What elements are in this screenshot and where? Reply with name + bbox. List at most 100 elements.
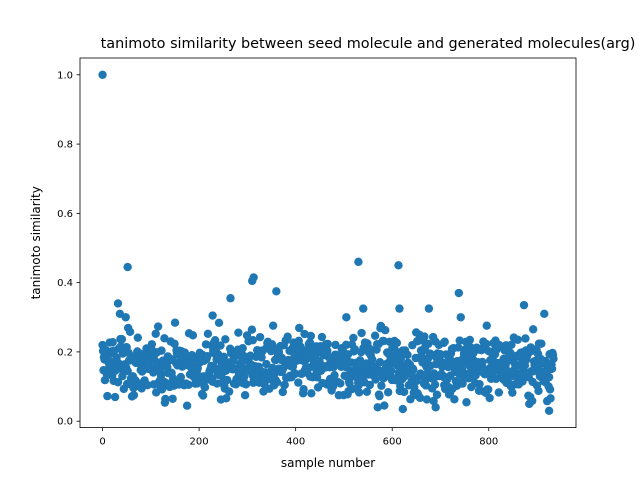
data-point — [528, 325, 538, 334]
data-point — [123, 262, 132, 272]
data-point — [280, 380, 289, 390]
data-point — [432, 390, 442, 399]
data-point — [123, 366, 132, 376]
data-point — [421, 381, 431, 390]
data-point — [399, 387, 409, 397]
chart-title: tanimoto similarity between seed molecul… — [101, 36, 636, 52]
data-point — [546, 394, 555, 403]
data-point — [247, 325, 257, 334]
data-point — [375, 391, 384, 401]
data-point — [129, 390, 139, 400]
data-point — [380, 401, 389, 410]
data-point — [294, 378, 303, 387]
data-point — [359, 304, 368, 313]
x-tick-label: 0 — [99, 437, 105, 448]
data-point — [336, 379, 345, 388]
y-axis-ticks: 0.0 0.2 0.4 0.6 0.8 1.0 — [57, 70, 80, 428]
data-point — [519, 300, 529, 310]
data-point — [537, 339, 546, 348]
data-point — [475, 379, 484, 389]
data-point — [494, 388, 504, 397]
data-point — [103, 391, 112, 401]
data-point — [377, 381, 386, 390]
data-point — [415, 393, 425, 403]
data-point — [170, 339, 179, 349]
data-point — [323, 339, 332, 349]
data-point — [412, 376, 421, 386]
y-tick-label: 0.8 — [57, 140, 73, 151]
data-point — [133, 333, 143, 342]
data-point — [153, 322, 163, 331]
data-point — [381, 326, 390, 335]
data-point — [342, 313, 351, 322]
data-point — [121, 313, 130, 322]
data-point — [290, 369, 300, 379]
data-point — [203, 351, 212, 361]
data-point — [219, 352, 229, 362]
data-point — [370, 331, 380, 340]
data-point — [272, 287, 281, 296]
data-point — [224, 387, 234, 396]
data-point — [330, 371, 339, 380]
data-point — [295, 323, 304, 333]
data-point — [357, 328, 366, 338]
data-point — [255, 332, 265, 342]
data-point — [491, 374, 501, 384]
data-point — [478, 357, 487, 367]
data-point — [431, 403, 440, 412]
data-point — [221, 335, 230, 344]
data-point — [422, 395, 432, 404]
data-point — [430, 380, 440, 389]
y-tick-label: 1.0 — [57, 70, 73, 81]
y-tick-label: 0.0 — [57, 417, 73, 428]
data-point — [262, 359, 271, 369]
x-axis-label: sample number — [281, 456, 375, 470]
data-point — [268, 321, 278, 330]
data-point — [527, 396, 537, 406]
data-point — [98, 70, 107, 80]
data-point — [210, 336, 220, 345]
data-point — [161, 394, 170, 404]
data-point — [238, 344, 247, 353]
data-point — [549, 354, 558, 363]
axes-frame — [79, 57, 577, 429]
data-point — [222, 394, 231, 403]
x-tick-label: 600 — [383, 437, 402, 448]
data-point — [350, 345, 360, 354]
data-point — [151, 329, 160, 338]
data-point — [354, 257, 363, 267]
data-point — [547, 364, 557, 373]
data-point — [396, 381, 405, 391]
data-point — [383, 388, 393, 397]
data-point — [157, 346, 166, 355]
data-point — [457, 364, 467, 374]
data-point — [203, 329, 213, 338]
data-point — [454, 343, 463, 352]
data-point — [240, 391, 250, 400]
data-point — [513, 335, 522, 344]
data-point — [170, 318, 180, 327]
data-point — [365, 380, 374, 390]
data-point — [424, 339, 433, 349]
data-point — [168, 394, 177, 403]
data-point — [317, 332, 327, 342]
data-point — [182, 401, 192, 410]
data-point — [544, 406, 554, 415]
data-point — [239, 372, 249, 382]
data-point — [392, 338, 402, 348]
data-point — [362, 387, 372, 397]
data-point — [450, 395, 459, 404]
data-point — [188, 331, 198, 340]
data-point — [398, 404, 408, 414]
data-point — [113, 299, 123, 308]
data-point — [508, 388, 517, 397]
data-point — [198, 391, 208, 400]
data-point — [208, 311, 217, 320]
data-point — [495, 340, 504, 350]
data-point — [396, 354, 405, 364]
data-point — [283, 332, 292, 341]
data-point — [424, 304, 434, 313]
data-point — [534, 386, 543, 396]
